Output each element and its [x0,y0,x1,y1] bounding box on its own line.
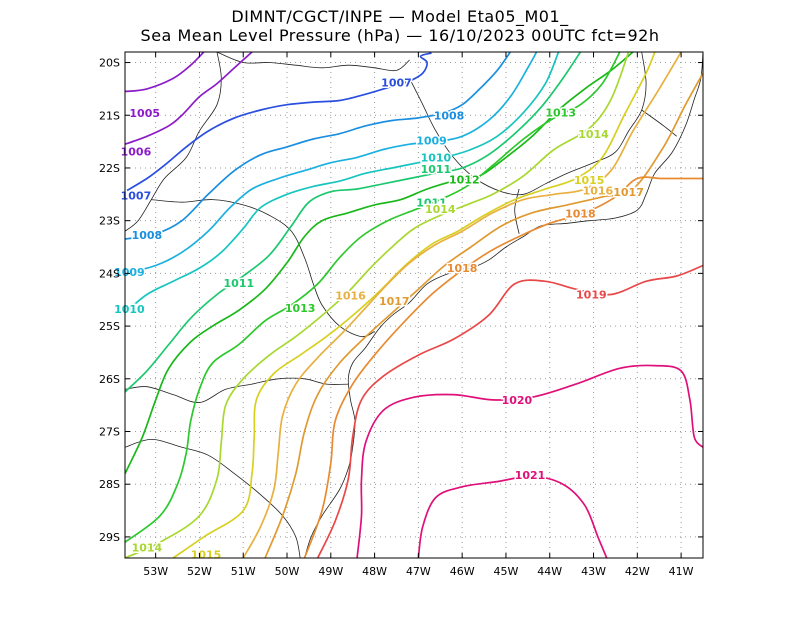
isobar-1009 [125,52,538,275]
isobar-label: 1013 [545,107,576,120]
isobar-label: 1010 [421,151,452,164]
x-tick-label: 47W [406,565,431,578]
x-tick-label: 48W [362,565,387,578]
isobar-label: 1012 [449,174,480,187]
y-tick-label: 27S [99,426,120,439]
y-tick-label: 28S [99,478,120,491]
isobar-label: 1019 [576,288,607,301]
isobar-label: 1016 [335,290,366,303]
x-tick-label: 41W [669,565,694,578]
x-tick-label: 51W [231,565,256,578]
isobar-label: 1013 [285,302,316,315]
isobar-label: 1006 [121,146,152,159]
y-tick-label: 21S [99,109,120,122]
isobar-1017 [264,72,703,558]
map-title-line1: DIMNT/CGCT/INPE — Model Eta05_M01_ [231,7,569,26]
isobar-1016 [242,52,682,558]
isobar-label: 1018 [447,262,478,275]
x-tick-label: 50W [275,565,300,578]
isobar-label: 1010 [114,303,145,316]
isobar-label: 1011 [224,277,255,290]
axes: 53W 52W 51W 50W 49W 48W 47W 46W 45W 44W 43W 42W 41W 2… [99,52,703,578]
isobar-1021 [417,475,608,558]
isobar-lines [125,52,703,558]
isobar-1020 [356,364,703,558]
isobar-1014 [125,52,630,558]
isobar-1006 [125,52,253,145]
isobar-labels: 1005 1006 1007 1007 1008 1008 1009 1009 1010 1010… [113,75,646,563]
border-sp-pr [151,199,375,338]
isobar-label: 1011 [416,197,447,210]
isobar-label: 1008 [434,109,465,122]
border-mg-es [641,109,677,137]
isobar-label: 1020 [502,394,533,407]
isobar-label: 1015 [574,174,605,187]
map-title-line2: Sea Mean Level Pressure (hPa) — 16/10/20… [140,26,660,45]
isobar-label: 1014 [425,203,456,216]
x-tick-label: 49W [318,565,343,578]
isobar-1013 [125,52,621,543]
isobar-1019 [316,264,703,558]
isobar-label: 1011 [421,163,452,176]
isobar-label: 1007 [381,77,412,90]
y-tick-label: 24S [99,267,120,280]
isobar-label: 1005 [129,107,160,120]
border-ms-sp-river [125,52,222,232]
isobar-label: 1016 [583,185,614,198]
y-tick-label: 29S [99,531,120,544]
x-tick-label: 46W [450,565,475,578]
isobar-1007 [125,52,432,193]
x-tick-label: 45W [494,565,519,578]
isobar-label: 1009 [114,266,145,279]
isobar-label: 1017 [379,295,410,308]
isobar-1011 [125,52,582,393]
y-tick-label: 25S [99,320,120,333]
y-tick-label: 23S [99,215,120,228]
land-boundaries [125,52,703,558]
y-tick-label: 26S [99,373,120,386]
isobar-1018 [303,176,703,558]
plot-frame [124,51,704,559]
isobar-label: 1007 [121,189,152,202]
isobar-label: 1014 [132,541,163,554]
isobar-label: 1014 [578,128,609,141]
isobar-label: 1008 [132,229,163,242]
border-sp-rj [514,188,520,234]
y-tick-label: 20S [99,57,120,70]
isobar-1010 [125,52,560,314]
isobar-1012 [125,52,634,475]
border-sc-rs [125,438,301,558]
x-tick-label: 44W [537,565,562,578]
isobar-1005 [125,52,205,93]
gridlines [125,52,703,558]
isobar-label: 1015 [191,548,222,561]
isobar-label: 1018 [565,207,596,220]
isobar-label: 1021 [515,469,546,482]
border-mg-sp-rj [409,52,647,196]
isobar-label: 1009 [416,135,447,148]
isobar-label: 1017 [613,186,644,199]
x-tick-label: 53W [143,565,168,578]
x-tick-label: 43W [581,565,606,578]
isobar-1008 [125,52,511,240]
x-tick-label: 52W [187,565,212,578]
border-ms-mg [216,52,410,72]
y-tick-label: 22S [99,162,120,175]
x-tick-label: 42W [625,565,650,578]
